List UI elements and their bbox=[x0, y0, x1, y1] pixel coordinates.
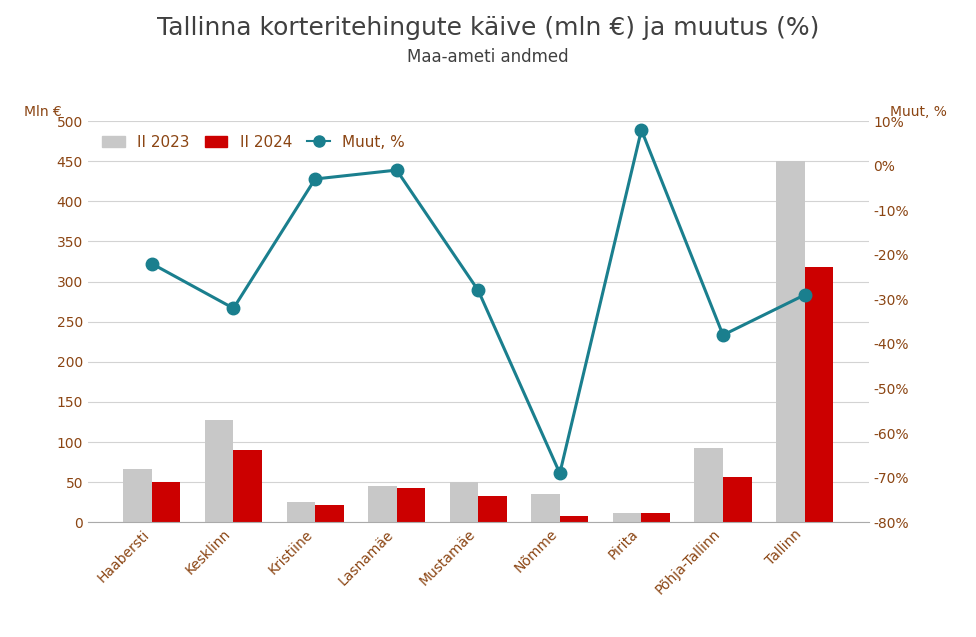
Bar bbox=[804, 267, 834, 522]
Legend: II 2023, II 2024, Muut, %: II 2023, II 2024, Muut, % bbox=[96, 129, 411, 156]
Bar bbox=[315, 505, 344, 522]
Bar bbox=[287, 502, 315, 522]
Bar bbox=[152, 482, 181, 522]
Text: Mln €: Mln € bbox=[24, 105, 62, 119]
Bar bbox=[205, 420, 233, 522]
Bar bbox=[450, 482, 478, 522]
Bar bbox=[368, 486, 396, 522]
Bar bbox=[531, 494, 560, 522]
Text: © Tõnu Toompark, ADAUR.EE: © Tõnu Toompark, ADAUR.EE bbox=[17, 614, 220, 627]
Bar bbox=[641, 513, 670, 522]
Bar bbox=[776, 161, 804, 522]
Text: Tallinna korteritehingute käive (mln €) ja muutus (%): Tallinna korteritehingute käive (mln €) … bbox=[157, 16, 819, 40]
Text: Muut, %: Muut, % bbox=[890, 105, 947, 119]
Bar bbox=[560, 516, 589, 522]
Bar bbox=[233, 450, 262, 522]
Bar bbox=[396, 488, 426, 522]
Bar bbox=[123, 469, 152, 522]
Bar bbox=[613, 513, 641, 522]
Bar bbox=[723, 476, 752, 522]
Bar bbox=[478, 496, 507, 522]
Bar bbox=[695, 448, 723, 522]
Text: Maa-ameti andmed: Maa-ameti andmed bbox=[407, 48, 569, 66]
